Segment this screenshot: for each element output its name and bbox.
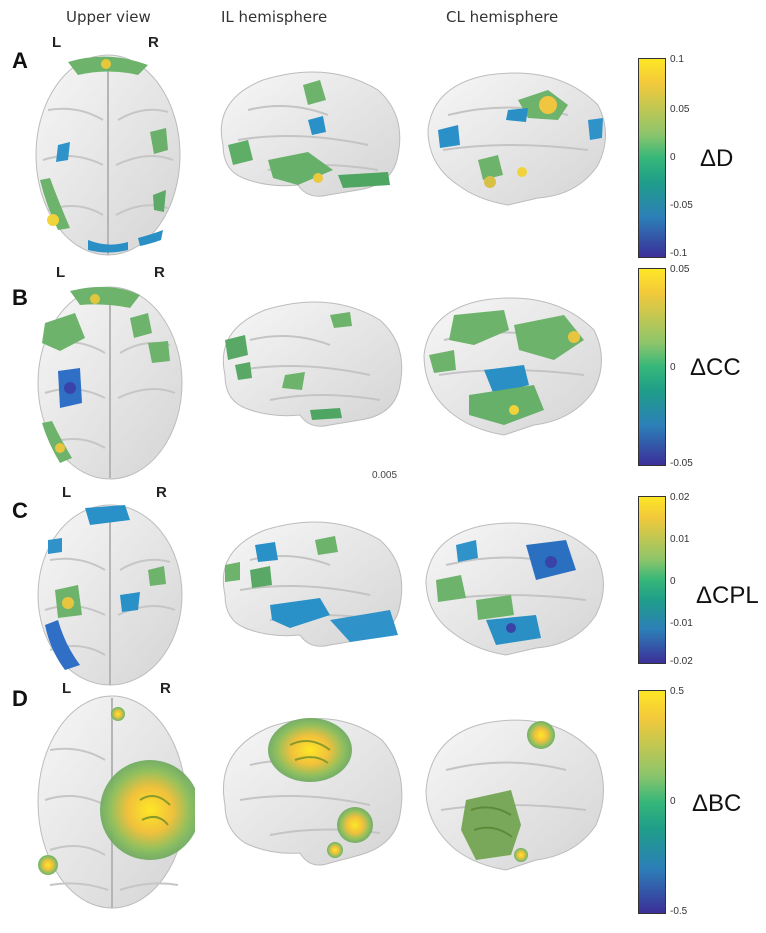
brain-cl-hemisphere-c — [425, 522, 604, 656]
header-il-hemisphere: IL hemisphere — [221, 8, 328, 26]
colorbar-a-tick: 0.05 — [670, 104, 690, 115]
colorbar-d-tick: -0.5 — [670, 906, 688, 917]
header-cl-hemisphere: CL hemisphere — [446, 8, 559, 26]
brain-il-hemisphere-d — [223, 718, 403, 866]
colorbar-a — [638, 58, 666, 258]
panel-letter-b: B — [12, 285, 28, 310]
right-label: R — [154, 264, 165, 281]
left-label: L — [56, 264, 66, 281]
colorbar-d — [638, 690, 666, 914]
colorbar-b — [638, 268, 666, 466]
colorbar-d-tick: 0.5 — [670, 686, 684, 697]
left-label: L — [62, 680, 72, 697]
stray-value-label: 0.005 — [372, 470, 398, 481]
panel-letter-a: A — [12, 48, 28, 73]
metric-label-b: ΔCC — [690, 354, 741, 381]
metric-label-a: ΔD — [700, 145, 734, 172]
colorbar-d-tick: 0 — [670, 796, 676, 807]
panel-letter-c: C — [12, 498, 28, 523]
brain-upper-view-a — [35, 54, 181, 256]
colorbar-a-tick: -0.1 — [670, 248, 688, 259]
colorbar-b-tick: 0.05 — [670, 264, 690, 275]
header-upper-view: Upper view — [66, 8, 151, 26]
colorbar-c — [638, 496, 666, 664]
colorbar-a-tick: 0.1 — [670, 54, 684, 65]
panel-letter-d: D — [12, 686, 28, 711]
brain-il-hemisphere-c — [222, 521, 403, 647]
colorbar-b-tick: 0 — [670, 362, 676, 373]
colorbar-b-tick: -0.05 — [670, 458, 693, 469]
left-label: L — [62, 484, 72, 501]
colorbar-c-tick: 0.01 — [670, 534, 690, 545]
brain-cl-hemisphere-d — [425, 719, 604, 871]
metric-label-d: ΔBC — [692, 790, 742, 817]
right-label: R — [160, 680, 171, 697]
brain-il-hemisphere-a — [220, 71, 401, 197]
colorbar-c-tick: 0 — [670, 576, 676, 587]
metric-label-c: ΔCPL — [696, 582, 759, 609]
brain-cl-hemisphere-a — [427, 72, 606, 206]
brain-upper-view-c — [37, 504, 183, 686]
right-label: R — [156, 484, 167, 501]
brain-upper-view-d — [37, 695, 195, 909]
colorbar-c-tick: -0.01 — [670, 618, 693, 629]
colorbar-a-tick: -0.05 — [670, 200, 693, 211]
brain-il-hemisphere-b — [222, 301, 403, 427]
right-label: R — [148, 34, 159, 51]
brain-upper-view-b — [37, 286, 183, 480]
brain-cl-hemisphere-b — [423, 297, 602, 436]
colorbar-a-tick: 0 — [670, 152, 676, 163]
colorbar-c-tick: -0.02 — [670, 656, 693, 667]
colorbar-c-tick: 0.02 — [670, 492, 690, 503]
left-label: L — [52, 34, 62, 51]
